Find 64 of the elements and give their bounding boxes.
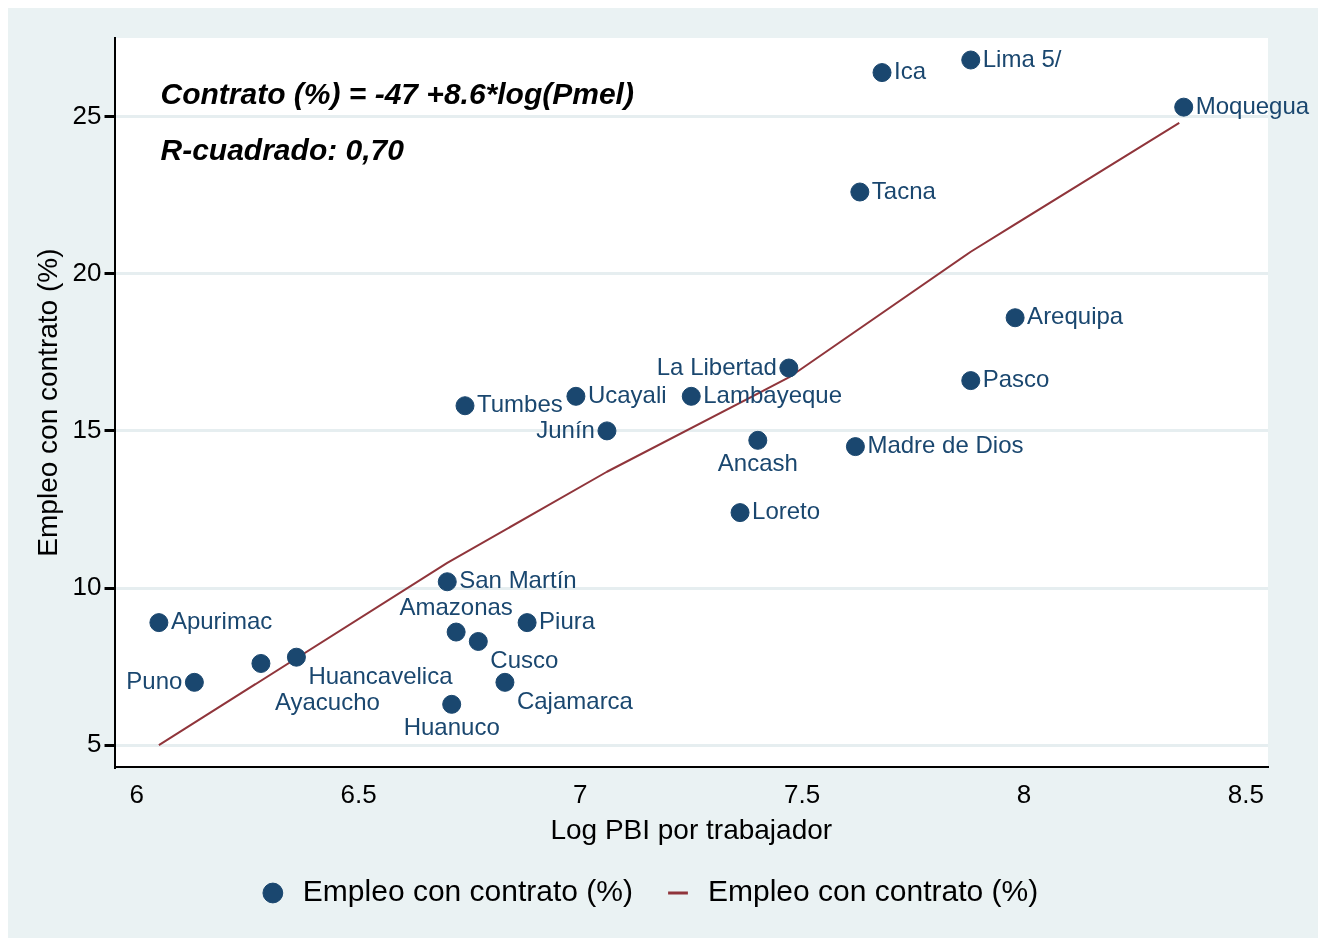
annotation: Moquegua bbox=[1195, 91, 1310, 119]
y-axis-title: Empleo con contrato (%) bbox=[31, 248, 63, 557]
annotation: Madre de Dios bbox=[867, 431, 1024, 459]
annotation: Apurimac bbox=[170, 607, 273, 635]
annotation: Ayacucho bbox=[274, 688, 380, 716]
annotation: R-cuadrado: 0,70 bbox=[160, 133, 405, 167]
annotation: Loreto bbox=[752, 497, 821, 525]
annotation: Cajamarca bbox=[516, 686, 634, 714]
x-tick-label: 7 bbox=[573, 778, 588, 809]
annotation: Tacna bbox=[871, 176, 937, 204]
y-tick-label: 10 bbox=[72, 571, 102, 602]
point bbox=[779, 358, 799, 378]
legend-label: Empleo con contrato (%) bbox=[708, 874, 1039, 908]
annotation: Ica bbox=[894, 57, 927, 85]
point bbox=[845, 437, 865, 457]
annotation: Piura bbox=[539, 607, 596, 635]
point bbox=[597, 421, 617, 441]
point bbox=[184, 672, 204, 692]
x-tick-label: 6.5 bbox=[340, 778, 377, 809]
annotation: Junín bbox=[536, 415, 595, 443]
point bbox=[681, 386, 701, 406]
point bbox=[455, 396, 475, 416]
x-tick-label: 6 bbox=[129, 778, 144, 809]
annotation: San Martín bbox=[459, 566, 577, 594]
point bbox=[566, 386, 586, 406]
annotation: Contrato (%) = -47 +8.6*log(Pmel) bbox=[160, 77, 634, 111]
point bbox=[748, 430, 768, 450]
annotation: Pasco bbox=[982, 365, 1050, 393]
y-tick-label: 20 bbox=[72, 256, 102, 287]
y-tick-label: 15 bbox=[72, 414, 102, 445]
annotation: Ancash bbox=[717, 448, 798, 476]
y-tick-label: 25 bbox=[72, 99, 102, 130]
annotation: Lima 5/ bbox=[982, 44, 1062, 72]
point bbox=[286, 647, 306, 667]
point bbox=[251, 653, 271, 673]
point bbox=[468, 631, 488, 651]
point bbox=[961, 50, 981, 70]
annotation: La Libertad bbox=[656, 352, 777, 380]
x-tick-label: 8.5 bbox=[1227, 778, 1264, 809]
point bbox=[850, 182, 870, 202]
x-tick-label: 7.5 bbox=[784, 778, 821, 809]
point bbox=[872, 63, 892, 83]
point bbox=[730, 503, 750, 523]
x-tick-label: 8 bbox=[1016, 778, 1032, 809]
x-axis-title: Log PBI por trabajador bbox=[550, 813, 833, 845]
point bbox=[495, 672, 515, 692]
point bbox=[1005, 308, 1025, 328]
annotation: Tumbes bbox=[477, 390, 563, 418]
annotation: Cusco bbox=[490, 646, 559, 674]
annotation: Amazonas bbox=[399, 592, 513, 620]
point bbox=[442, 694, 462, 714]
point bbox=[961, 371, 981, 391]
annotation: Huanuco bbox=[403, 712, 500, 740]
legend-label: Empleo con contrato (%) bbox=[302, 874, 634, 908]
point bbox=[1174, 97, 1194, 117]
point bbox=[149, 613, 169, 633]
y-tick-label: 5 bbox=[87, 728, 102, 759]
annotation: Arequipa bbox=[1027, 302, 1124, 330]
annotation: Puno bbox=[126, 666, 183, 694]
annotation: Huancavelica bbox=[308, 661, 454, 689]
point bbox=[437, 572, 457, 592]
point bbox=[517, 613, 537, 633]
point bbox=[446, 622, 466, 642]
annotation: Ucayali bbox=[587, 380, 667, 408]
